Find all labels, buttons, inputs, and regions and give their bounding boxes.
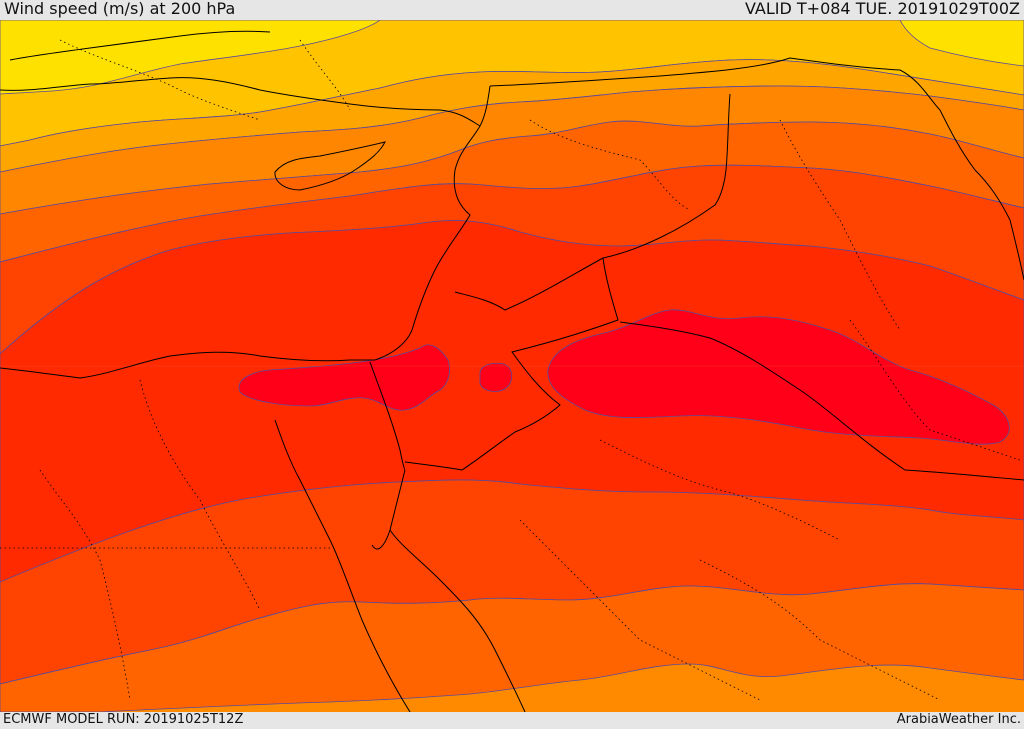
credit-label: ArabiaWeather Inc. xyxy=(896,712,1021,727)
core-east xyxy=(547,309,1010,445)
band-1 xyxy=(0,20,381,95)
coastlines xyxy=(0,30,1024,712)
band-5-south xyxy=(0,583,1024,712)
core-small xyxy=(479,362,513,392)
band-1b xyxy=(899,20,1024,67)
valid-time: VALID T+084 TUE. 20191029T00Z xyxy=(744,0,1020,18)
admin-boundaries xyxy=(0,39,1021,701)
model-run-label: ECMWF MODEL RUN: 20191025T12Z xyxy=(3,712,244,727)
footer-bar: ECMWF MODEL RUN: 20191025T12Z ArabiaWeat… xyxy=(0,712,1024,729)
wind-speed-map xyxy=(0,20,1024,712)
core-west xyxy=(238,344,450,411)
map-title: Wind speed (m/s) at 200 hPa xyxy=(4,0,236,18)
header-bar: Wind speed (m/s) at 200 hPa VALID T+084 … xyxy=(0,0,1024,20)
